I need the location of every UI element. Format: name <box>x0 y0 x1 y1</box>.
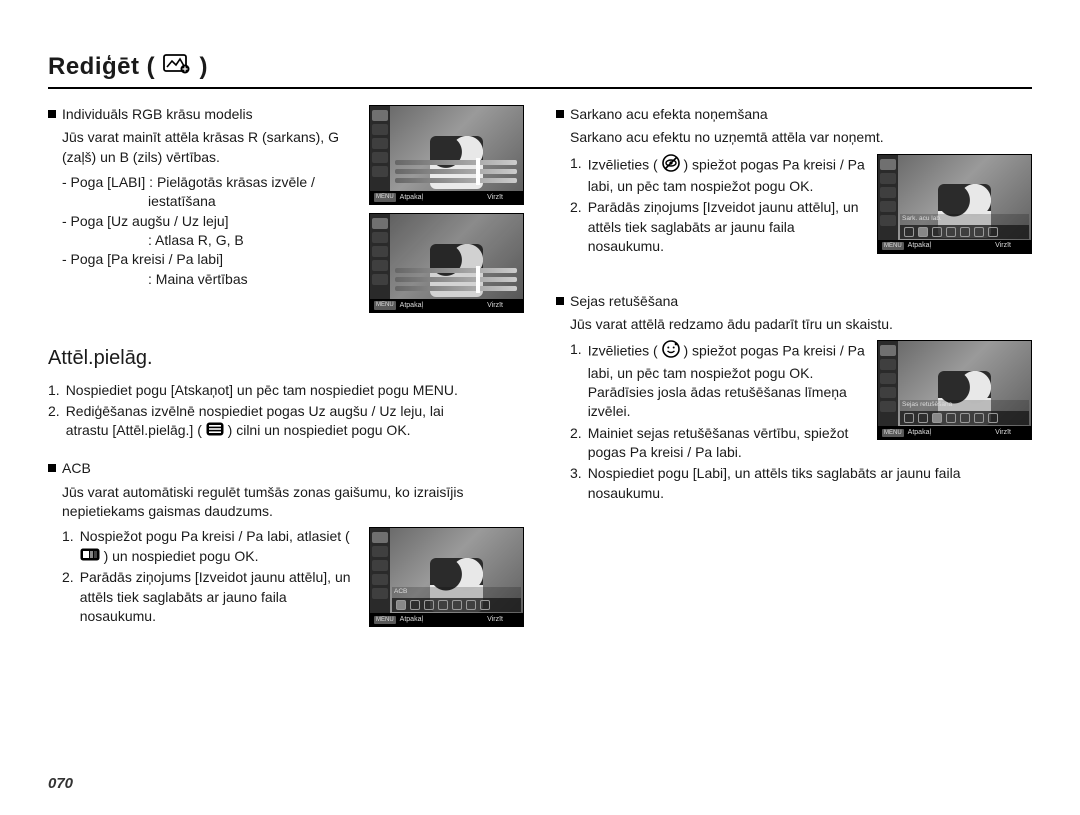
page-title: Rediģēt ( ) <box>48 50 208 83</box>
rgb-heading: Individuāls RGB krāsu modelis <box>62 105 253 124</box>
rgb-section: MENU Atpakaļ Virzīt MENU Atpakaļ <box>48 105 524 321</box>
face-intro: Jūs varat attēlā redzamo ādu padarīt tīr… <box>556 315 1032 334</box>
screen-back-label: Atpakaļ <box>400 301 423 311</box>
screen-move-label: Virzīt <box>995 241 1011 251</box>
face-heading: Sejas retušēšana <box>570 292 678 311</box>
screen-back-label: Atpakaļ <box>400 193 423 203</box>
title-suffix: ) <box>200 53 209 80</box>
adjust-s1-text: Nospiediet pogu [Atskaņot] un pēc tam no… <box>66 381 458 400</box>
redeye-step-2: 2. Parādās ziņojums [Izveidot jaunu attē… <box>556 198 865 256</box>
redeye-intro: Sarkano acu efektu no uzņemtā attēla var… <box>556 128 1032 147</box>
screen-move-label: Virzīt <box>487 301 503 311</box>
edit-photo-icon <box>162 52 192 74</box>
screen-back-label: Atpakaļ <box>400 615 423 625</box>
acb-s2-text: Parādās ziņojums [Izveidot jaunu attēlu]… <box>80 568 357 626</box>
sliders-icon <box>206 422 224 441</box>
adjust-step-1: 1. Nospiediet pogu [Atskaņot] un pēc tam… <box>48 381 524 400</box>
menu-tag: MENU <box>882 242 904 250</box>
camera-screen-rgb-2: MENU Atpakaļ Virzīt <box>369 213 524 313</box>
acb-s1-post: ) un nospiediet pogu OK. <box>104 548 259 564</box>
acb-heading: ACB <box>62 459 91 478</box>
adjust-heading: Attēl.pielāg. <box>48 345 524 373</box>
redeye-section: Sarkano acu efekta noņemšana Sarkano acu… <box>556 105 1032 262</box>
menu-tag: MENU <box>882 429 904 437</box>
camera-screen-rgb-1: MENU Atpakaļ Virzīt <box>369 105 524 205</box>
face-s1-pre: Izvēlieties ( <box>588 343 662 359</box>
page-title-row: Rediģēt ( ) <box>48 50 1032 83</box>
adjust-s2a: Rediģēšanas izvēlnē nospiediet pogas Uz … <box>66 403 444 419</box>
face-screen-caption: Sejas retušēšana <box>900 400 1029 411</box>
title-prefix: Rediģēt ( <box>48 53 155 80</box>
redeye-screen-wrap: Sark. acu lab. MENU Atpakaļ Virzīt <box>877 154 1032 262</box>
face-s2-text: Mainiet sejas retušēšanas vērtību, spiež… <box>588 424 865 463</box>
acb-s1-pre: Nospiežot pogu Pa kreisi / Pa labi, atla… <box>80 528 350 544</box>
screen-move-label: Virzīt <box>487 615 503 625</box>
face-retouch-icon <box>662 340 680 363</box>
title-rule <box>48 87 1032 89</box>
acb-s1-text: Nospiežot pogu Pa kreisi / Pa labi, atla… <box>80 527 357 566</box>
acb-icon <box>80 547 100 566</box>
adjust-s2b-pre: atrastu [Attēl.pielāg.] ( <box>66 422 206 438</box>
face-step-3: 3. Nospiediet pogu [Labi], un attēls tik… <box>556 464 1032 503</box>
adjust-s2b-post: ) cilni un nospiediet pogu OK. <box>228 422 411 438</box>
screen-back-label: Atpakaļ <box>908 428 931 438</box>
menu-tag: MENU <box>374 193 396 201</box>
face-step-1: 1. Izvēlieties ( ) spiežot pogas Pa krei… <box>556 340 865 421</box>
acb-intro: Jūs varat automātiski regulēt tumšās zon… <box>48 483 524 522</box>
face-s3-text: Nospiediet pogu [Labi], un attēls tiks s… <box>588 464 1032 503</box>
face-screen-wrap: Sejas retušēšana MENU Atpakaļ Virzīt <box>877 340 1032 448</box>
redeye-s1-text: Izvēlieties ( ) spiežot pogas Pa kreisi … <box>588 154 865 197</box>
acb-step-2: 2. Parādās ziņojums [Izveidot jaunu attē… <box>48 568 357 626</box>
rgb-screens: MENU Atpakaļ Virzīt MENU Atpakaļ <box>369 105 524 321</box>
redeye-screen-caption: Sark. acu lab. <box>900 214 1029 225</box>
adjust-step-2: 2. Rediģēšanas izvēlnē nospiediet pogas … <box>48 402 524 441</box>
face-s1-text: Izvēlieties ( ) spiežot pogas Pa kreisi … <box>588 340 865 421</box>
screen-move-label: Virzīt <box>487 193 503 203</box>
bullet-icon <box>556 110 564 118</box>
face-section: Sejas retušēšana Jūs varat attēlā redzam… <box>556 292 1032 505</box>
redeye-s1-pre: Izvēlieties ( <box>588 156 662 172</box>
camera-screen-redeye: Sark. acu lab. MENU Atpakaļ Virzīt <box>877 154 1032 254</box>
face-step-2: 2. Mainiet sejas retušēšanas vērtību, sp… <box>556 424 865 463</box>
menu-tag: MENU <box>374 616 396 624</box>
page-number: 070 <box>48 774 73 795</box>
menu-tag: MENU <box>374 301 396 309</box>
bullet-icon <box>556 297 564 305</box>
redeye-step-1: 1. Izvēlieties ( ) spiežot pogas Pa krei… <box>556 154 865 197</box>
acb-section: ACB Jūs varat automātiski regulēt tumšās… <box>48 459 524 635</box>
acb-step-1: 1. Nospiežot pogu Pa kreisi / Pa labi, a… <box>48 527 357 566</box>
redeye-heading: Sarkano acu efekta noņemšana <box>570 105 768 124</box>
redeye-icon <box>662 154 680 177</box>
camera-screen-acb: ACB MENU Atpakaļ Virzīt <box>369 527 524 627</box>
adjust-s2-text: Rediģēšanas izvēlnē nospiediet pogas Uz … <box>66 402 444 441</box>
acb-screen-caption: ACB <box>392 587 521 598</box>
screen-back-label: Atpakaļ <box>908 241 931 251</box>
camera-screen-face: Sejas retušēšana MENU Atpakaļ Virzīt <box>877 340 1032 440</box>
bullet-icon <box>48 110 56 118</box>
redeye-s2-text: Parādās ziņojums [Izveidot jaunu attēlu]… <box>588 198 865 256</box>
screen-move-label: Virzīt <box>995 428 1011 438</box>
acb-screen-wrap: ACB MENU Atpakaļ Virzīt <box>369 527 524 635</box>
bullet-icon <box>48 464 56 472</box>
